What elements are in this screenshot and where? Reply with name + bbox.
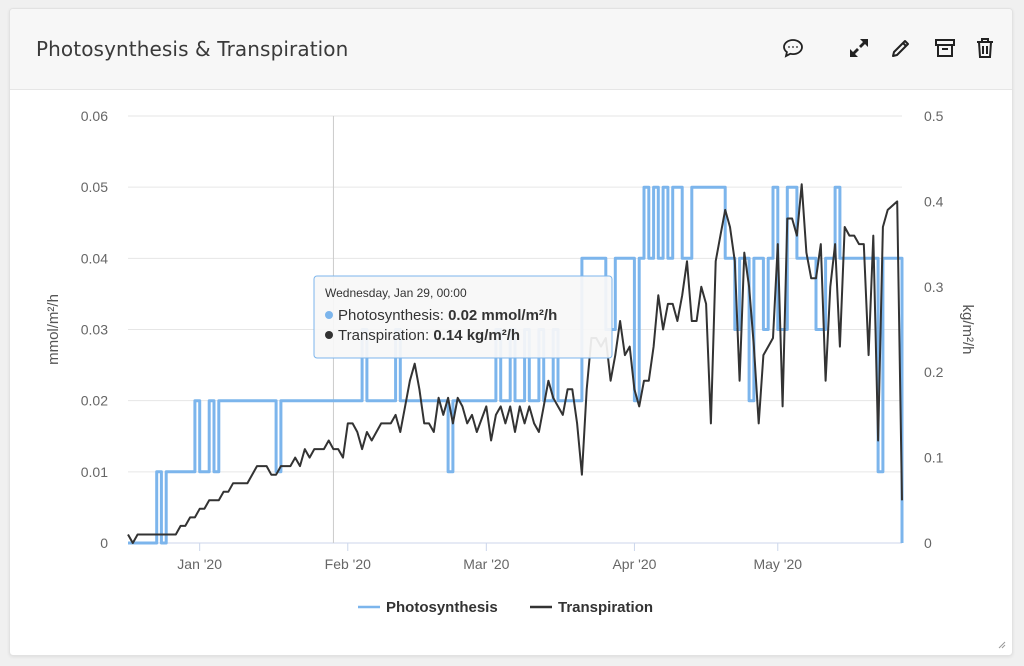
comment-icon — [783, 39, 803, 58]
tooltip-dot — [325, 311, 333, 319]
y-left-tick-label: 0.04 — [81, 250, 108, 266]
pencil-icon — [892, 40, 909, 57]
line-chart: 0 0.01 0.02 0.03 0.04 0.05 0.06 0 0.1 0.2 0.3 0.4 0.… — [45, 108, 976, 616]
y-left-axis-title: mmol/m²/h — [45, 294, 62, 365]
y-left-tick-label: 0 — [100, 535, 108, 551]
y-right-tick-label: 0.3 — [924, 279, 944, 295]
expand-icon — [850, 39, 868, 57]
y-right-tick-label: 0.4 — [924, 193, 944, 209]
chart-card: Photosynthesis & Transpiration — [9, 8, 1013, 656]
x-tick-label: Feb '20 — [325, 556, 371, 572]
x-tick-label: Apr '20 — [612, 556, 656, 572]
x-tick-label: May '20 — [753, 556, 802, 572]
series-line-photosynthesis — [128, 185, 904, 545]
y-left-tick-label: 0.05 — [81, 179, 108, 195]
delete-button[interactable] — [970, 33, 1000, 63]
tooltip-dot — [325, 331, 333, 339]
card-toolbar — [774, 33, 994, 63]
resize-grip-icon[interactable] — [998, 641, 1006, 649]
y-left-tick-label: 0.06 — [81, 108, 108, 124]
y-right-tick-label: 0 — [924, 535, 932, 551]
card-title: Photosynthesis & Transpiration — [36, 37, 349, 61]
legend-item-transpiration[interactable]: Transpiration — [530, 599, 653, 616]
tooltip-header: Wednesday, Jan 29, 00:00 — [325, 286, 467, 300]
series-line-transpiration — [127, 183, 903, 544]
x-tick-label: Jan '20 — [177, 556, 222, 572]
expand-button[interactable] — [844, 33, 874, 63]
card-header: Photosynthesis & Transpiration — [10, 9, 1012, 90]
y-left-tick-label: 0.02 — [81, 393, 108, 409]
legend-label: Transpiration — [558, 599, 653, 616]
y-right-tick-label: 0.5 — [924, 108, 944, 124]
y-right-axis-title: kg/m²/h — [959, 304, 976, 354]
tooltip: Wednesday, Jan 29, 00:00 Photosynthesis: … — [313, 275, 613, 359]
tooltip-box — [313, 275, 613, 359]
trash-icon — [977, 38, 993, 58]
tooltip-row: Photosynthesis: 0.02 mmol/m²/h — [338, 307, 557, 324]
comment-button[interactable] — [778, 33, 808, 63]
archive-icon — [935, 39, 955, 57]
legend-item-photosynthesis[interactable]: Photosynthesis — [358, 599, 498, 616]
archive-button[interactable] — [930, 33, 960, 63]
y-right-tick-label: 0.2 — [924, 364, 944, 380]
tooltip-row: Transpiration: 0.14 kg/m²/h — [338, 327, 520, 344]
y-left-tick-label: 0.01 — [81, 464, 108, 480]
legend-label: Photosynthesis — [386, 599, 498, 616]
x-tick-label: Mar '20 — [463, 556, 509, 572]
y-left-tick-label: 0.03 — [81, 322, 108, 338]
edit-button[interactable] — [886, 33, 916, 63]
y-right-tick-label: 0.1 — [924, 450, 944, 466]
